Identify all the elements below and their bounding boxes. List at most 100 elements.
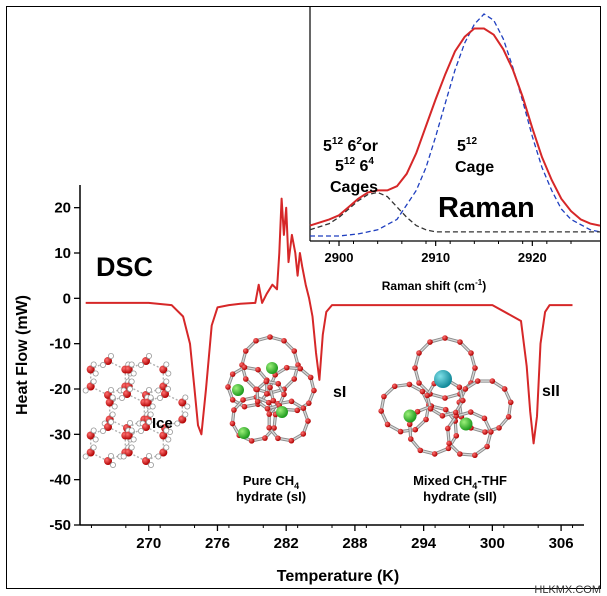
ice-hydrogen-atom — [155, 453, 162, 460]
cage-atom — [263, 391, 270, 397]
ice-hydrogen-atom — [127, 419, 134, 426]
cage-atom — [266, 424, 272, 431]
ice-oxygen-atom — [105, 398, 114, 407]
cage-atom — [467, 409, 474, 415]
cage-atom — [231, 407, 237, 413]
cage-atom — [266, 411, 273, 417]
cage-atom — [424, 392, 430, 399]
cage-atom — [468, 350, 474, 356]
y-tick-label: -20 — [49, 381, 71, 398]
cage-atom — [241, 364, 248, 371]
ice-oxygen-atom — [86, 448, 95, 457]
guest-molecule-thf — [434, 370, 452, 388]
cage-atom — [489, 378, 496, 384]
ice-hydrogen-atom — [145, 452, 152, 459]
ice-hydrogen-atom — [182, 411, 189, 418]
ice-hydrogen-atom — [149, 403, 156, 410]
x-axis-label: Temperature (K) — [277, 568, 399, 585]
x-tick-label: 288 — [342, 535, 367, 552]
ice-hydrogen-atom — [92, 370, 99, 377]
cage-label-5-12-6-2: 512 62or — [323, 136, 378, 155]
cage-atom — [254, 398, 261, 405]
ice-hydrogen-atom — [147, 394, 154, 401]
ice-hydrogen-atom — [165, 370, 172, 377]
guest-molecule-ch4 — [238, 427, 250, 439]
ice-hydrogen-atom — [111, 403, 118, 410]
cage-atom — [242, 376, 249, 382]
cage-atom — [288, 437, 295, 444]
cage-atom — [384, 421, 391, 428]
cage-label-5-12: 512 — [457, 136, 477, 155]
ice-hydrogen-atom — [164, 385, 171, 392]
guest-molecule-ch4 — [459, 417, 473, 431]
ice-hydrogen-atom — [164, 419, 171, 426]
cage-atom — [306, 400, 312, 406]
y-tick-label: -50 — [49, 517, 71, 534]
inset-x-tick-label: 2920 — [518, 250, 547, 265]
cage-atom — [416, 380, 422, 386]
si-label: sI — [333, 384, 346, 401]
cage-atom — [381, 393, 387, 400]
ice-hydrogen-atom — [90, 427, 97, 434]
ice-hydrogen-atom — [82, 453, 89, 460]
cage-atom — [442, 406, 449, 413]
ice-oxygen-atom — [124, 365, 133, 374]
cage-atom — [270, 397, 277, 404]
cage-atom — [283, 364, 290, 371]
mixed-hydrate-label-line2: hydrate (sII) — [423, 489, 497, 504]
ice-lattice-illustration — [82, 352, 191, 468]
y-tick-label: -10 — [49, 336, 71, 353]
cage-atom — [305, 418, 311, 424]
cage-atom — [417, 447, 424, 454]
cage-atom — [291, 376, 298, 382]
ice-hydrogen-atom — [156, 394, 163, 401]
cage-atom — [412, 365, 418, 371]
guest-molecule-ch4 — [403, 409, 417, 423]
cage-label-cage: Cage — [455, 159, 494, 176]
dsc-series-line — [85, 197, 573, 445]
ice-hydrogen-atom — [174, 420, 181, 427]
cage-atom — [412, 426, 419, 433]
ice-oxygen-atom — [159, 365, 168, 374]
ice-hydrogen-atom — [127, 385, 134, 392]
ice-hydrogen-atom — [110, 461, 117, 468]
ice-hydrogen-atom — [108, 452, 115, 459]
ice-oxygen-atom — [124, 448, 133, 457]
ice-hydrogen-atom — [128, 378, 135, 385]
ice-hydrogen-atom — [120, 453, 127, 460]
ice-hydrogen-atom — [128, 427, 135, 434]
figure-frame — [6, 6, 601, 589]
ice-hydrogen-atom — [137, 427, 144, 434]
cage-atom — [474, 378, 481, 384]
cage-atom — [453, 432, 460, 439]
pure-hydrate-label-line1: Pure CH4 — [243, 473, 299, 491]
ice-oxygen-atom — [104, 423, 112, 431]
cage-atom — [242, 348, 249, 354]
ice-oxygen-atom — [124, 431, 133, 440]
sii-cage-illustration — [378, 335, 514, 459]
ice-oxygen-atom — [178, 398, 187, 407]
cage-atom — [311, 387, 317, 394]
ice-hydrogen-atom — [145, 352, 152, 359]
y-tick-label: 10 — [54, 245, 71, 262]
cage-atom — [254, 386, 260, 393]
ice-oxygen-atom — [159, 448, 168, 457]
cage-label-5-12-6-4: 512 64 — [335, 156, 374, 175]
cage-atom — [419, 388, 426, 395]
cage-atom — [240, 397, 246, 403]
cage-atom — [456, 384, 463, 391]
cage-atom — [300, 431, 307, 437]
ice-oxygen-atom — [86, 382, 95, 391]
x-tick-label: 306 — [549, 535, 574, 552]
ice-oxygen-atom — [143, 398, 152, 407]
cage-atom — [460, 397, 466, 404]
cage-atom — [416, 350, 422, 356]
cage-atom — [281, 337, 287, 344]
cage-atom — [397, 428, 404, 435]
x-ticks: 270 276 282 288 294 300 306 — [90, 525, 574, 552]
cage-atom — [294, 407, 301, 414]
raman-dashed-fit-main — [310, 13, 601, 237]
cage-atom — [406, 421, 413, 428]
ice-hydrogen-atom — [147, 411, 154, 418]
ice-oxygen-atom — [123, 390, 131, 398]
